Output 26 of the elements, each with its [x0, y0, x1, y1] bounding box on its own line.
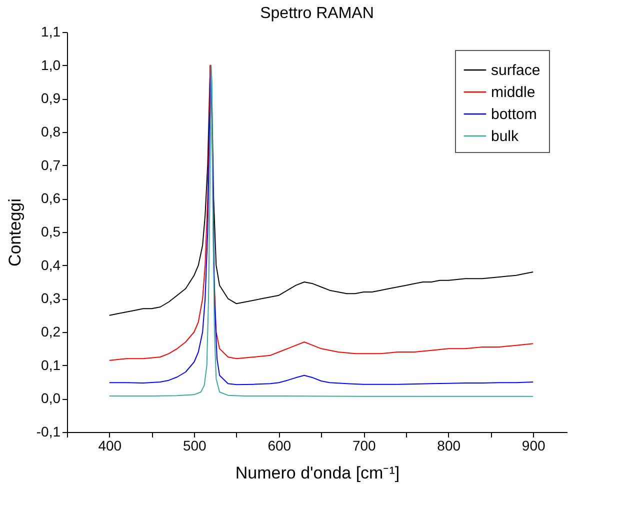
legend-label: middle: [491, 84, 536, 101]
y-tick-label: -0,1: [36, 424, 61, 440]
x-tick-label: 700: [352, 438, 376, 454]
chart-title: Spettro RAMAN: [260, 5, 374, 22]
y-tick-label: 0,5: [41, 224, 61, 240]
x-tick-label: 500: [182, 438, 207, 454]
legend-label: surface: [491, 62, 540, 79]
y-tick-label: 0,0: [41, 390, 61, 406]
y-tick-label: 1,1: [41, 24, 61, 40]
y-tick-label: 0,6: [41, 190, 61, 206]
y-tick-label: 0,7: [41, 156, 61, 173]
x-axis-title: Numero d'onda [cm⁻¹]: [235, 464, 400, 482]
x-tick-label: 800: [437, 438, 461, 454]
y-axis-title: Conteggi: [5, 198, 24, 267]
y-tick-label: 0,9: [41, 90, 61, 106]
y-tick-label: 0,2: [41, 324, 61, 340]
y-tick-label: 0,4: [41, 256, 61, 273]
legend-label: bulk: [491, 128, 520, 145]
x-tick-label: 400: [98, 438, 122, 454]
y-tick-label: 1,0: [41, 56, 61, 73]
x-tick-label: 600: [268, 438, 292, 454]
x-tick-label: 900: [522, 438, 546, 454]
legend-label: bottom: [491, 106, 537, 123]
y-tick-label: 0,1: [41, 356, 61, 373]
y-tick-label: 0,3: [41, 290, 61, 306]
y-tick-label: 0,8: [41, 124, 61, 140]
